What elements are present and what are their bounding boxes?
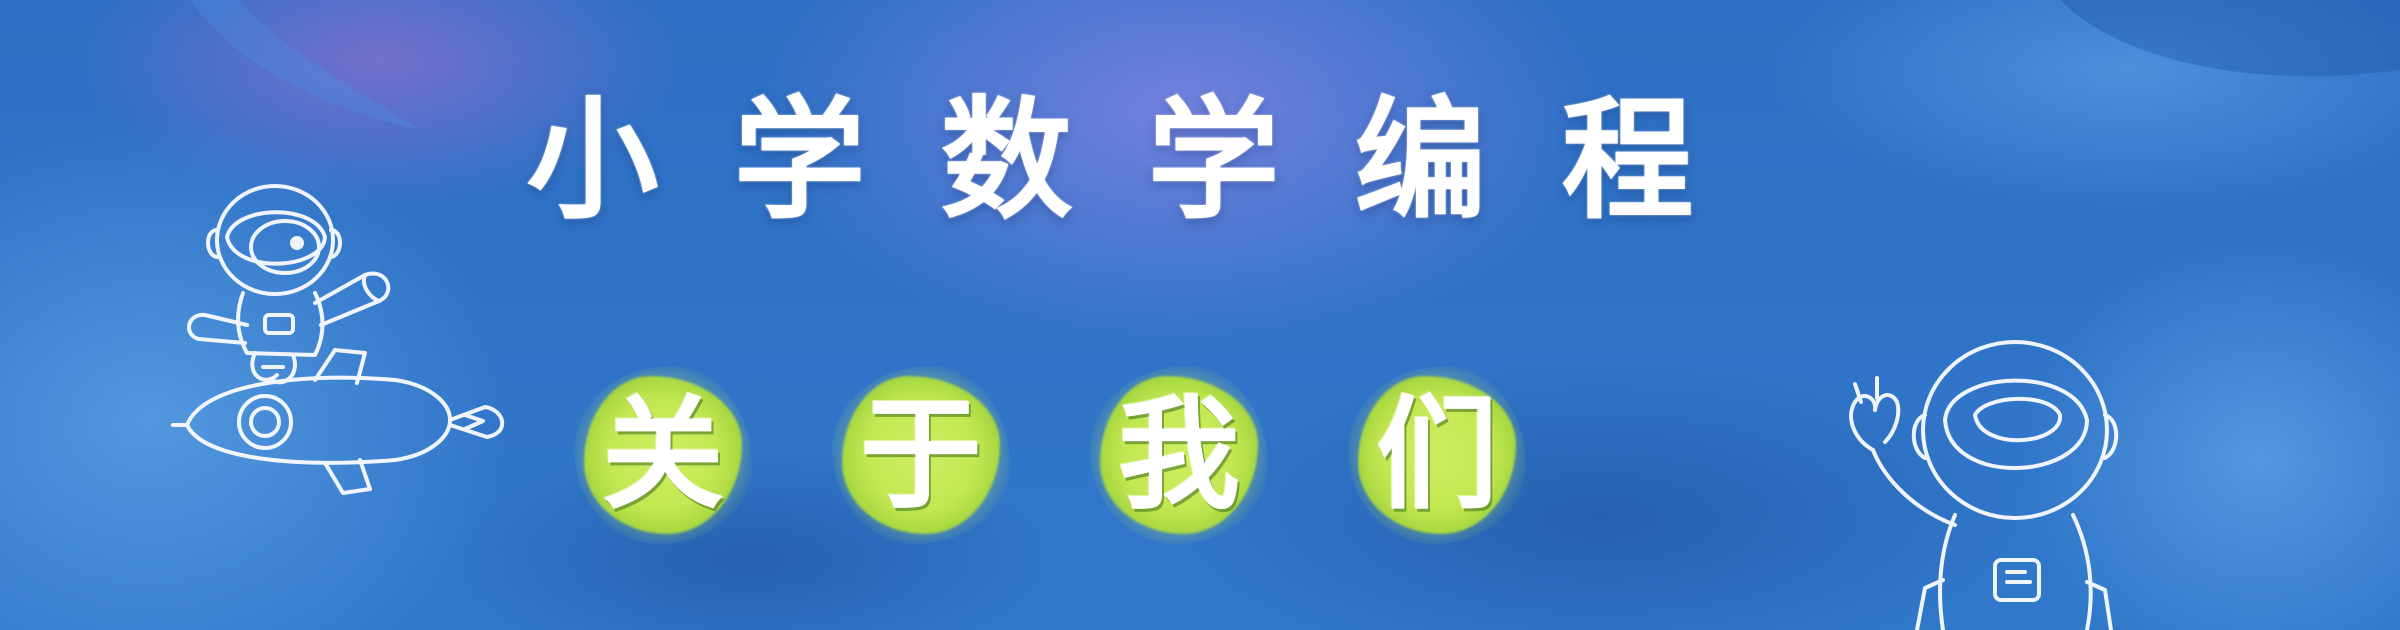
subtitle-char: 我 [1118,384,1240,526]
waving-astronaut-icon [1849,340,2119,630]
banner-title: 小 学 数 学 编 程 [0,95,2400,227]
title-char: 学 [1147,84,1280,238]
title-char: 学 [733,84,866,238]
subtitle-char: 关 [602,384,724,526]
highlight-blob: 们 [1348,366,1526,544]
subtitle-char: 们 [1376,384,1498,526]
title-char: 编 [1354,84,1487,238]
astronaut-on-rocket-icon [171,184,505,495]
title-char: 小 [526,84,659,238]
highlight-blob: 我 [1090,366,1268,544]
highlight-blob: 于 [832,366,1010,544]
subtitle-char: 于 [860,384,982,526]
highlight-blob: 关 [574,366,752,544]
title-char: 数 [940,84,1073,238]
banner-subtitle: 关 于 我 们 [0,366,2400,544]
title-char: 程 [1561,84,1694,238]
